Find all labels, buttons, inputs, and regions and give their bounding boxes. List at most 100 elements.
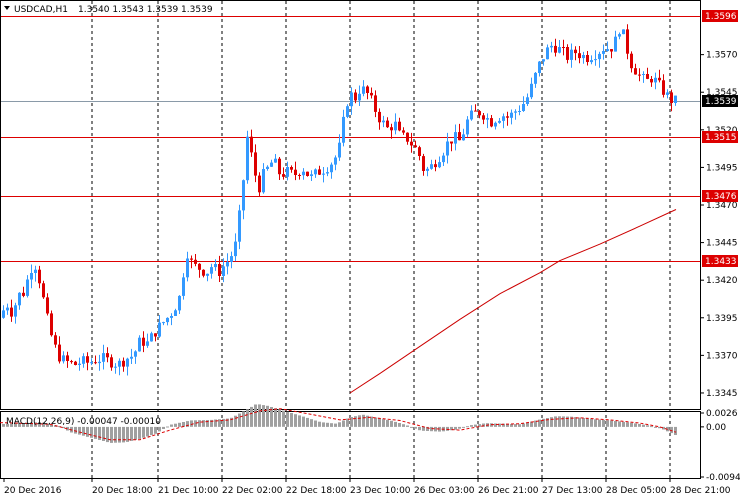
candle-body: [190, 258, 193, 260]
macd-bar: [626, 422, 629, 427]
macd-bar: [62, 426, 65, 429]
time-tick-label: 28 Dec 05:00: [606, 486, 667, 496]
macd-bar: [38, 422, 41, 427]
candle-body: [362, 86, 365, 94]
macd-bar: [670, 426, 673, 434]
candle-body: [250, 136, 253, 153]
macd-bar: [86, 426, 89, 437]
candle-body: [622, 29, 625, 35]
time-tick-label: 23 Dec 10:00: [350, 486, 411, 496]
macd-bar: [290, 413, 293, 427]
macd-bar: [26, 422, 29, 427]
candle-body: [478, 111, 481, 116]
macd-bar: [494, 423, 497, 427]
macd-bar: [466, 426, 469, 428]
macd-bar: [662, 426, 665, 430]
macd-bar: [142, 426, 145, 438]
candle-body: [602, 51, 605, 54]
macd-bar: [614, 421, 617, 427]
macd-bar: [202, 420, 205, 427]
level-label: 1.3515: [705, 133, 737, 143]
current-price-label-bg: [702, 95, 738, 107]
candle-body: [22, 292, 25, 296]
macd-bar: [118, 426, 121, 443]
macd-bar: [574, 417, 577, 427]
candle-body: [438, 162, 441, 168]
time-tick-label: 22 Dec 02:00: [222, 486, 283, 496]
candle-body: [446, 141, 449, 156]
macd-bar: [2, 424, 5, 427]
macd-bar: [46, 423, 49, 427]
candle-body: [242, 180, 245, 211]
candle-body: [542, 59, 545, 62]
macd-bar: [122, 426, 125, 443]
candle-body: [214, 264, 217, 268]
time-tick-label: 26 Dec 03:00: [414, 486, 475, 496]
candle-body: [442, 155, 445, 163]
macd-bar: [98, 426, 101, 440]
candle-body: [406, 132, 409, 142]
price-tick-label: 1.3495: [706, 163, 738, 173]
macd-bar: [658, 426, 661, 429]
macd-bar: [30, 422, 33, 427]
vertical-grid: [91, 1, 671, 478]
price-axis: 1.3570 1.3545 1.3520 1.3495 1.3470 1.3445 1.34…: [700, 51, 738, 399]
candle-body: [574, 49, 577, 54]
candle-body: [330, 164, 333, 173]
candle-body: [70, 361, 73, 363]
candle-body: [418, 147, 421, 156]
candle-body: [74, 361, 77, 365]
level-label-bg: [702, 190, 738, 202]
macd-bar: [410, 426, 413, 428]
macd-bar: [374, 417, 377, 427]
price-tick-label: 1.3545: [706, 88, 738, 98]
macd-bar: [634, 423, 637, 427]
candle-body: [390, 127, 393, 131]
macd-bar: [266, 405, 269, 427]
macd-bar: [254, 404, 257, 427]
candle-body: [102, 353, 105, 362]
macd-indicator: [0, 404, 677, 443]
macd-bar: [394, 421, 397, 427]
candle-body: [630, 53, 633, 69]
macd-bar: [358, 415, 361, 427]
macd-bar: [286, 411, 289, 427]
macd-label: MACD(12,26,9) -0.00047 -0.00010: [6, 417, 161, 427]
macd-bar: [282, 410, 285, 427]
candle-body: [582, 55, 585, 59]
macd-bar: [602, 419, 605, 427]
candle-body: [98, 361, 101, 364]
macd-bar: [622, 421, 625, 427]
macd-bar: [546, 418, 549, 427]
candle-body: [286, 167, 289, 177]
time-tick-label: 26 Dec 21:00: [478, 486, 539, 496]
macd-bar: [186, 421, 189, 427]
macd-bar: [582, 418, 585, 427]
candle-body: [150, 333, 153, 342]
macd-bar: [146, 426, 149, 437]
candle-body: [182, 277, 185, 296]
macd-bar: [6, 423, 9, 427]
triangle-down-icon[interactable]: [4, 6, 10, 10]
macd-bar: [510, 424, 513, 427]
macd-bar: [566, 416, 569, 427]
candle-body: [610, 49, 613, 52]
candle-body: [414, 145, 417, 148]
macd-bar: [134, 426, 137, 440]
candle-body: [318, 169, 321, 175]
macd-bar: [642, 424, 645, 427]
candle-body: [662, 80, 665, 95]
macd-bar: [238, 413, 241, 427]
macd-bar: [362, 414, 365, 427]
candle-body: [626, 29, 629, 54]
candle-body: [382, 120, 385, 123]
macd-bar: [22, 423, 25, 427]
macd-tick-label: -0.0094: [706, 473, 740, 483]
macd-bar: [114, 426, 117, 443]
candle-body: [46, 297, 49, 314]
candle-body: [570, 49, 573, 60]
macd-bar: [630, 422, 633, 427]
price-tick-label: 1.3520: [706, 126, 738, 136]
macd-bar: [194, 420, 197, 427]
